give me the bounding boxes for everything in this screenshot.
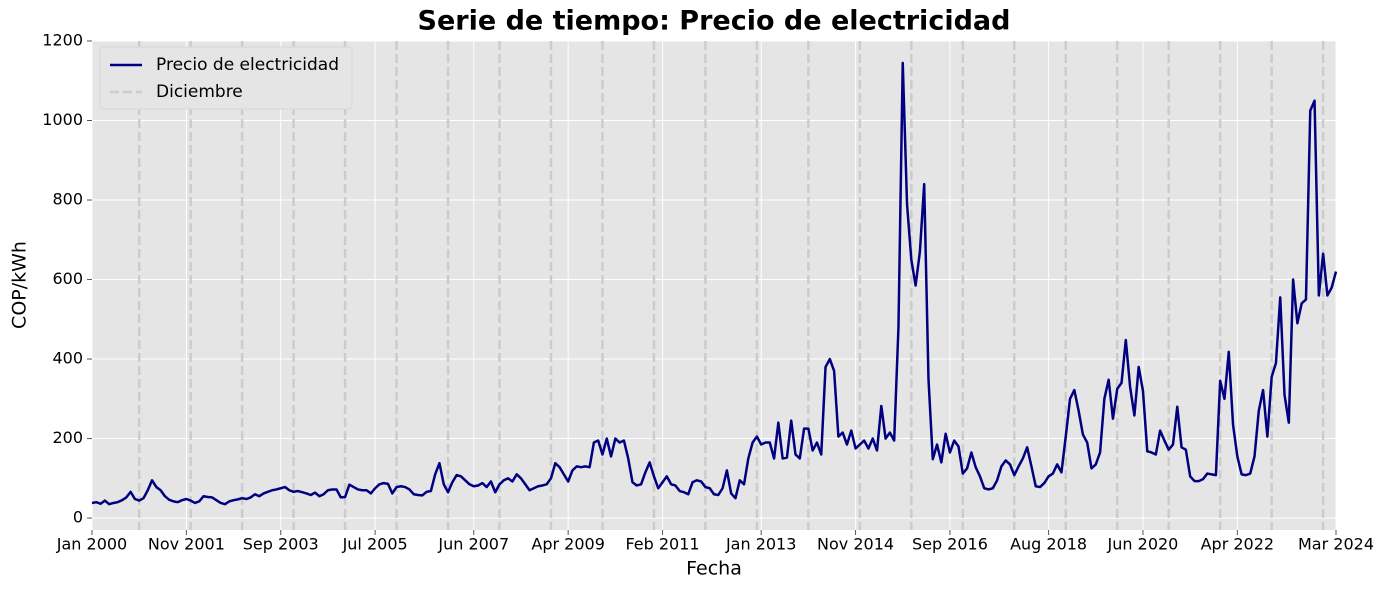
x-tick-label: Mar 2024 bbox=[1298, 535, 1374, 554]
y-tick-label: 200 bbox=[52, 428, 83, 447]
x-tick-label: Jan 2000 bbox=[56, 535, 127, 554]
x-tick-label: Jan 2013 bbox=[725, 535, 796, 554]
x-tick-label: Nov 2001 bbox=[148, 535, 225, 554]
x-tick-label: Aug 2018 bbox=[1010, 535, 1087, 554]
x-axis-label: Fecha bbox=[686, 558, 742, 580]
y-tick-label: 400 bbox=[52, 349, 83, 368]
y-axis-label: COP/kWh bbox=[9, 241, 31, 329]
x-tick-label: Sep 2016 bbox=[912, 535, 988, 554]
x-tick-label: Sep 2003 bbox=[243, 535, 319, 554]
x-tick-label: Apr 2009 bbox=[531, 535, 604, 554]
y-tick-label: 1200 bbox=[42, 31, 83, 50]
chart-title: Serie de tiempo: Precio de electricidad bbox=[418, 6, 1011, 37]
legend-box bbox=[99, 46, 353, 110]
y-tick-label: 600 bbox=[52, 269, 83, 288]
x-tick-label: Nov 2014 bbox=[817, 535, 894, 554]
x-tick-label: Jun 2020 bbox=[1107, 535, 1179, 554]
x-tick-label: Jul 2005 bbox=[342, 535, 408, 554]
series-line bbox=[91, 61, 1338, 506]
y-tick-label: 1000 bbox=[42, 110, 83, 129]
x-tick-label: Apr 2022 bbox=[1201, 535, 1274, 554]
x-tick-label: Jun 2007 bbox=[437, 535, 509, 554]
y-tick-label: 800 bbox=[52, 190, 83, 209]
legend-label: Diciembre bbox=[156, 82, 243, 102]
legend-label: Precio de electricidad bbox=[156, 55, 339, 75]
y-tick-label: 0 bbox=[73, 508, 83, 527]
x-tick-label: Feb 2011 bbox=[625, 535, 699, 554]
plot-area bbox=[92, 41, 1336, 530]
